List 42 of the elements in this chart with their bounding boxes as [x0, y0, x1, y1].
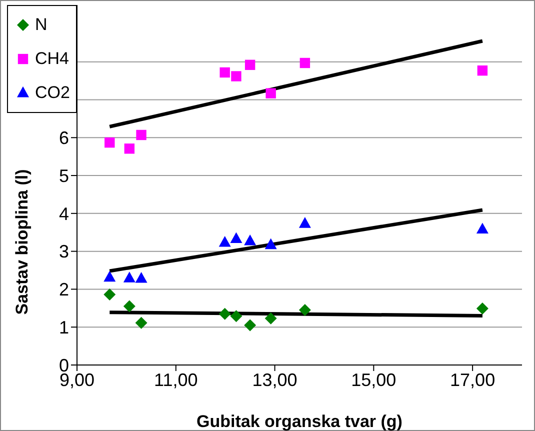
point [476, 302, 488, 315]
y-tick-label: 4 [58, 204, 69, 224]
legend-label: CH4 [35, 49, 70, 69]
point [230, 232, 242, 244]
point [298, 304, 311, 316]
point [135, 316, 148, 329]
point [264, 312, 277, 324]
point [300, 58, 310, 68]
y-tick-label: 5 [58, 166, 69, 186]
x-tick-label: 11,00 [154, 370, 198, 390]
point [244, 60, 256, 70]
point [218, 236, 231, 247]
point [298, 217, 311, 228]
point [135, 272, 148, 283]
point [230, 310, 242, 322]
y-tick-label: 6 [58, 128, 69, 148]
x-tick-label: 13,00 [252, 370, 298, 390]
point [104, 288, 116, 301]
point [477, 65, 488, 76]
point [104, 270, 116, 282]
point [123, 300, 136, 312]
x-tick-label: 15,00 [351, 370, 396, 390]
point [244, 234, 256, 246]
point [264, 238, 277, 250]
point [266, 88, 276, 98]
point [136, 130, 146, 140]
point [220, 67, 230, 78]
point [244, 319, 256, 332]
y-tick-label: 1 [58, 317, 69, 338]
x-tick-label: 17,00 [450, 370, 496, 390]
point [218, 308, 231, 320]
y-tick-label: 2 [58, 280, 69, 300]
y-tick-label: 3 [58, 242, 69, 262]
legend-label: N [35, 15, 48, 35]
y-axis-title: Sastav bioplina (l) [12, 169, 32, 315]
x-axis-title: Gubitak organska tvar (g) [196, 412, 402, 431]
point [124, 144, 135, 154]
legend-label: CO2 [35, 83, 70, 103]
point [476, 222, 488, 234]
point [104, 137, 115, 148]
point [231, 71, 242, 82]
point [123, 272, 136, 282]
